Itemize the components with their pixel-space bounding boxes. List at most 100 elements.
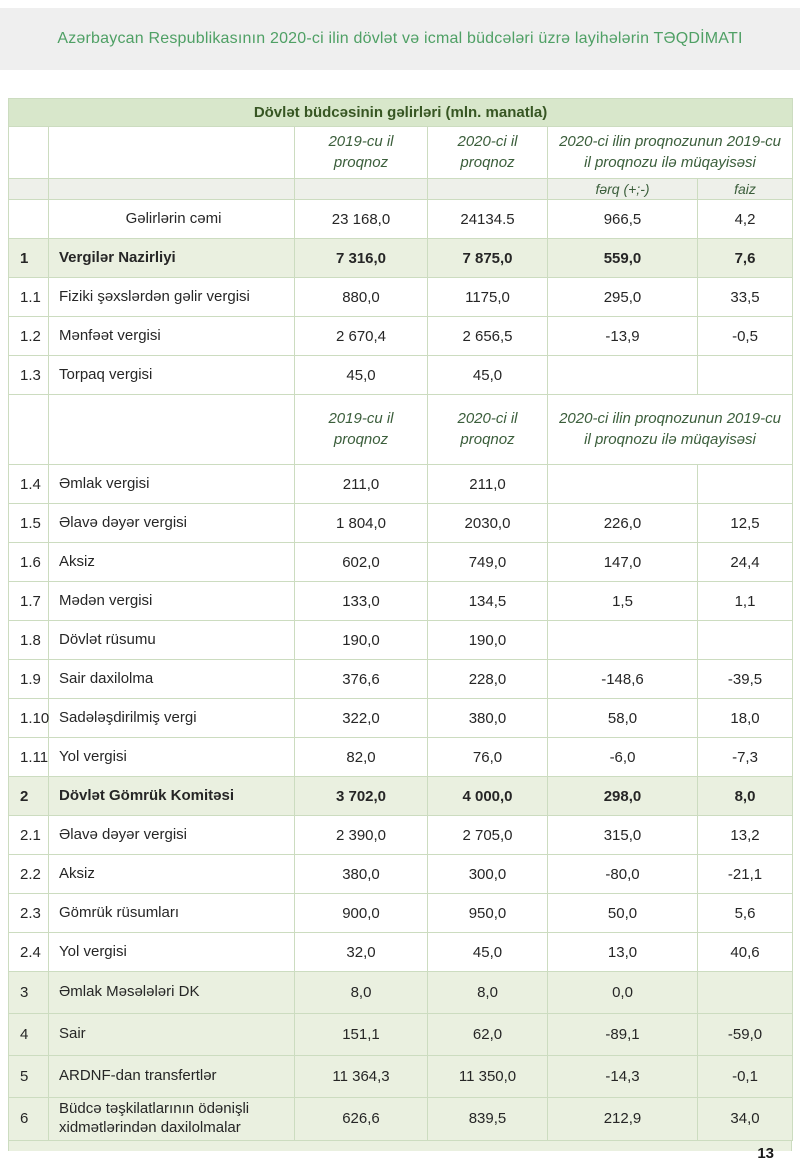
row-number: 1.7 xyxy=(8,581,49,621)
presentation-title-banner: Azərbaycan Respublikasının 2020-ci ilin … xyxy=(0,8,800,70)
budget-table: Dövlət büdcəsinin gəlirləri (mln. manatl… xyxy=(7,98,794,1141)
table-row: 2.2 Aksiz 380,0 300,0 -80,0 -21,1 xyxy=(8,854,794,894)
value-2020: 300,0 xyxy=(427,854,548,894)
value-2019: 133,0 xyxy=(294,581,428,621)
value-2020: 4 000,0 xyxy=(427,776,548,816)
table-row: 1.5 Əlavə dəyər vergisi 1 804,0 2030,0 226,0… xyxy=(8,503,794,543)
value-faiz: 13,2 xyxy=(696,815,794,855)
table-row: Gəlirlərin cəmi 23 168,0 24134.5 966,5 4,2 xyxy=(8,199,794,239)
value-faiz: 8,0 xyxy=(696,776,794,816)
empty-cell xyxy=(48,394,295,465)
table-row: 1.3 Torpaq vergisi 45,0 45,0 xyxy=(8,355,794,395)
row-name: Vergilər Nazirliyi xyxy=(48,238,295,278)
value-faiz xyxy=(696,620,794,660)
value-2019: 7 316,0 xyxy=(294,238,428,278)
row-name: Əmlak Məsələləri DK xyxy=(48,971,295,1014)
row-name: Fiziki şəxslərdən gəlir vergisi xyxy=(48,277,295,317)
empty-cell xyxy=(8,394,49,465)
value-ferq: 315,0 xyxy=(547,815,698,855)
presentation-title: Azərbaycan Respublikasının 2020-ci ilin … xyxy=(57,30,743,47)
value-2020: 950,0 xyxy=(427,893,548,933)
value-ferq: -80,0 xyxy=(547,854,698,894)
value-2020: 380,0 xyxy=(427,698,548,738)
value-faiz xyxy=(696,464,794,504)
table-body: Gəlirlərin cəmi 23 168,0 24134.5 966,5 4,2 1 V… xyxy=(8,199,794,1141)
value-faiz xyxy=(696,971,794,1014)
row-number: 1.1 xyxy=(8,277,49,317)
table-row: 1.9 Sair daxilolma 376,6 228,0 -148,6 -39,5 xyxy=(8,659,794,699)
row-name: Dövlət Gömrük Komitəsi xyxy=(48,776,295,816)
table-row: 2.3 Gömrük rüsumları 900,0 950,0 50,0 5,6 xyxy=(8,893,794,933)
value-2019: 380,0 xyxy=(294,854,428,894)
value-faiz: -7,3 xyxy=(696,737,794,777)
value-ferq: -6,0 xyxy=(547,737,698,777)
row-number: 1.2 xyxy=(8,316,49,356)
row-name: Əmlak vergisi xyxy=(48,464,295,504)
value-2019: 211,0 xyxy=(294,464,428,504)
value-2019: 11 364,3 xyxy=(294,1055,428,1098)
value-2019: 3 702,0 xyxy=(294,776,428,816)
row-number: 4 xyxy=(8,1013,49,1056)
value-faiz: 33,5 xyxy=(696,277,794,317)
value-faiz: 4,2 xyxy=(696,199,794,239)
value-ferq: -13,9 xyxy=(547,316,698,356)
value-faiz: -0,5 xyxy=(696,316,794,356)
value-2020: 1175,0 xyxy=(427,277,548,317)
value-2019: 23 168,0 xyxy=(294,199,428,239)
row-name: Mədən vergisi xyxy=(48,581,295,621)
value-faiz: -39,5 xyxy=(696,659,794,699)
value-faiz: -59,0 xyxy=(696,1013,794,1056)
column-header: 2020-ci il proqnoz xyxy=(427,394,548,465)
value-ferq: 1,5 xyxy=(547,581,698,621)
col-header-ferq: fərq (+;-) xyxy=(547,178,698,200)
column-header: 2019-cu il proqnoz xyxy=(294,394,428,465)
value-ferq xyxy=(547,355,698,395)
value-ferq: -148,6 xyxy=(547,659,698,699)
table-title: Dövlət büdcəsinin gəlirləri (mln. manatl… xyxy=(7,98,794,127)
table-row: 1.2 Mənfəət vergisi 2 670,4 2 656,5 -13,9 -0,… xyxy=(8,316,794,356)
row-number: 1.11 xyxy=(8,737,49,777)
row-name: Aksiz xyxy=(48,854,295,894)
row-number: 2 xyxy=(8,776,49,816)
value-faiz: -0,1 xyxy=(696,1055,794,1098)
row-name: Dövlət rüsumu xyxy=(48,620,295,660)
row-number: 1.9 xyxy=(8,659,49,699)
table-row: 1.10 Sadələşdirilmiş vergi 322,0 380,0 58,0 1… xyxy=(8,698,794,738)
row-number: 1.5 xyxy=(8,503,49,543)
value-ferq xyxy=(547,620,698,660)
row-name: Sair xyxy=(48,1013,295,1056)
empty-cell xyxy=(8,178,49,200)
value-2019: 626,6 xyxy=(294,1097,428,1141)
row-name: Büdcə təşkilatlarının ödənişli xidmətlər… xyxy=(48,1097,295,1141)
value-2020: 24134.5 xyxy=(427,199,548,239)
row-number xyxy=(8,199,49,239)
value-2020: 76,0 xyxy=(427,737,548,777)
value-2020: 211,0 xyxy=(427,464,548,504)
value-faiz: 7,6 xyxy=(696,238,794,278)
value-2019: 376,6 xyxy=(294,659,428,699)
value-2020: 62,0 xyxy=(427,1013,548,1056)
value-ferq: 298,0 xyxy=(547,776,698,816)
value-ferq xyxy=(547,464,698,504)
table-row: 1 Vergilər Nazirliyi 7 316,0 7 875,0 559,0 7,… xyxy=(8,238,794,278)
row-name: Sair daxilolma xyxy=(48,659,295,699)
row-number: 2.4 xyxy=(8,932,49,972)
value-2020: 7 875,0 xyxy=(427,238,548,278)
value-2020: 45,0 xyxy=(427,355,548,395)
value-faiz xyxy=(696,355,794,395)
row-number: 2.3 xyxy=(8,893,49,933)
value-ferq: 0,0 xyxy=(547,971,698,1014)
value-2019: 900,0 xyxy=(294,893,428,933)
repeated-header-row: 2019-cu il proqnoz 2020-ci il proqnoz 2020… xyxy=(8,394,794,465)
row-number: 1.6 xyxy=(8,542,49,582)
value-ferq: 295,0 xyxy=(547,277,698,317)
value-ferq: 58,0 xyxy=(547,698,698,738)
value-faiz: 24,4 xyxy=(696,542,794,582)
value-2019: 32,0 xyxy=(294,932,428,972)
value-faiz: 12,5 xyxy=(696,503,794,543)
value-2019: 45,0 xyxy=(294,355,428,395)
value-2020: 11 350,0 xyxy=(427,1055,548,1098)
value-ferq: 50,0 xyxy=(547,893,698,933)
col-header-compare: 2020-ci ilin proqnozunun 2019-cu il proq… xyxy=(546,126,794,179)
table-row: 2.4 Yol vergisi 32,0 45,0 13,0 40,6 xyxy=(8,932,794,972)
